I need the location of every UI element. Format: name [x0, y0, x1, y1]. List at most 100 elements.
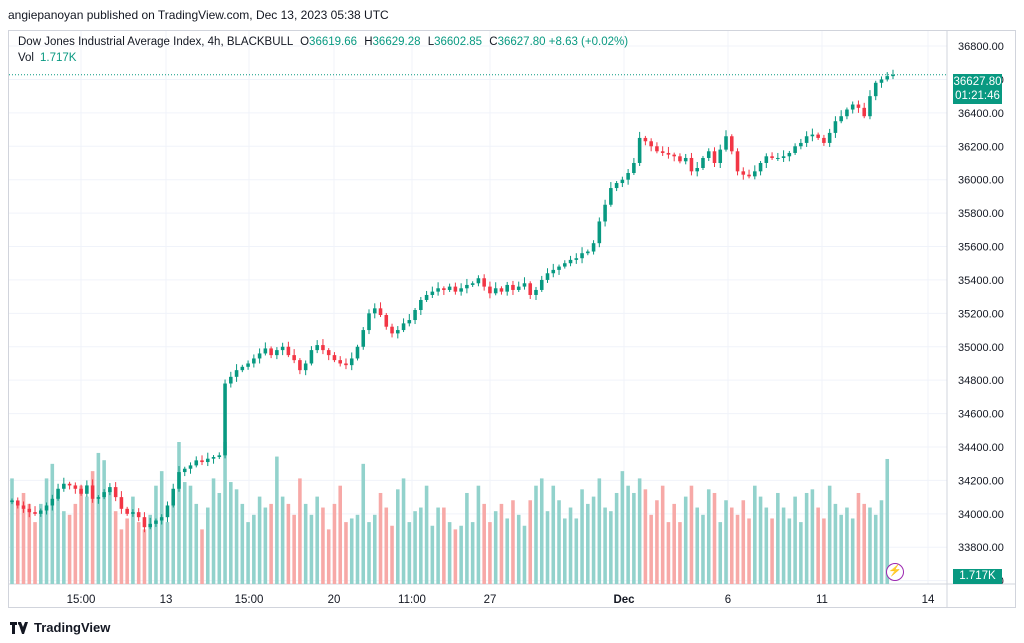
volume-bar — [706, 489, 711, 584]
candle-body — [194, 460, 199, 466]
tradingview-logo-icon — [10, 621, 28, 634]
candle-body — [453, 286, 458, 292]
y-tick-label: 36000.00 — [958, 175, 1004, 187]
volume-bar — [810, 489, 815, 584]
candle-body — [326, 350, 331, 356]
candle-body — [649, 141, 653, 147]
volume-bar — [643, 489, 648, 584]
volume-bar — [33, 522, 37, 584]
candle-body — [384, 315, 389, 327]
candle-body — [850, 104, 855, 110]
candle-body — [413, 310, 417, 321]
candle-body — [505, 284, 509, 292]
volume-bar — [753, 485, 757, 584]
volume-bar — [165, 522, 170, 584]
volume-bar — [637, 478, 642, 584]
volume-bar — [620, 471, 625, 584]
candle-body — [845, 109, 849, 117]
symbol-name[interactable]: Dow Jones Industrial Average Index, 4h, … — [18, 36, 293, 48]
candle-body — [182, 468, 187, 473]
volume-bar — [758, 496, 763, 584]
volume-bar — [718, 522, 723, 584]
candle-body — [27, 508, 32, 513]
candle-body — [234, 370, 239, 377]
candle-body — [15, 500, 20, 506]
candle-body — [165, 505, 170, 518]
candle-body — [44, 505, 49, 511]
volume-bar — [56, 496, 60, 584]
volume-bar — [148, 514, 152, 584]
volume-bar — [401, 478, 406, 584]
y-tick-label: 35000.00 — [958, 342, 1004, 354]
candle-body — [154, 520, 158, 524]
candle-body — [482, 278, 486, 287]
candle-body — [223, 383, 227, 456]
volume-bar — [407, 522, 412, 584]
volume-bar — [655, 500, 659, 584]
candle-body — [689, 157, 694, 172]
volume-label[interactable]: Vol — [18, 52, 34, 64]
candle-body — [764, 156, 769, 163]
volume-bar — [326, 529, 331, 584]
candle-body — [246, 363, 250, 367]
volume-bar — [384, 507, 389, 584]
candle-body — [557, 266, 561, 270]
lightning-alert-icon[interactable]: ⚡ — [886, 563, 904, 581]
y-tick-label: 36400.00 — [958, 108, 1004, 120]
footer-brand[interactable]: TradingView — [10, 620, 110, 635]
candle-body — [516, 286, 521, 290]
candle-body — [125, 508, 129, 514]
volume-bar — [562, 518, 567, 584]
candle-body — [200, 460, 204, 463]
volume-bar — [44, 478, 49, 584]
volume-bar — [465, 492, 469, 584]
volume-bar — [689, 485, 694, 584]
candle-body — [217, 455, 222, 458]
candle-body — [257, 353, 262, 359]
volume-bar — [119, 529, 124, 584]
volume-bar — [781, 507, 786, 584]
volume-bar — [355, 514, 360, 584]
candle-body — [315, 345, 319, 351]
volume-bar — [632, 492, 636, 584]
volume-bar — [747, 518, 751, 584]
y-tick-label: 33800.00 — [958, 542, 1004, 554]
candle-body — [712, 151, 717, 163]
volume-bar — [453, 529, 458, 584]
volume-bar — [21, 492, 26, 584]
candle-body — [465, 284, 469, 289]
candle-body — [136, 512, 141, 518]
volume-bar — [182, 482, 187, 584]
volume-bar — [442, 507, 446, 584]
volume-bar — [672, 503, 676, 584]
candle-body — [131, 512, 135, 514]
volume-bar — [154, 485, 158, 584]
volume-bar — [39, 503, 43, 584]
candle-body — [338, 360, 343, 364]
volume-bar — [113, 511, 118, 584]
y-tick-label: 34000.00 — [958, 509, 1004, 521]
volume-bar — [873, 514, 878, 584]
chart-frame[interactable] — [8, 30, 1016, 608]
candle-body — [148, 523, 152, 528]
volume-bar — [649, 514, 653, 584]
volume-bar — [539, 478, 544, 584]
volume-bar — [516, 514, 521, 584]
candle-body — [758, 162, 763, 172]
volume-bar — [701, 514, 705, 584]
candle-body — [205, 458, 210, 463]
volume-bar — [724, 500, 728, 584]
candle-body — [580, 253, 584, 259]
volume-bar — [666, 522, 671, 584]
volume-bar — [787, 518, 792, 584]
volume-bar — [856, 492, 861, 584]
candle-body — [292, 355, 296, 361]
bar-countdown: 01:21:46 — [955, 90, 1000, 102]
candle-body — [562, 263, 567, 267]
candle-body — [637, 137, 642, 163]
volume-bar — [862, 503, 866, 584]
volume-bar — [252, 514, 256, 584]
volume-bar — [459, 525, 463, 584]
volume-bar — [626, 485, 630, 584]
